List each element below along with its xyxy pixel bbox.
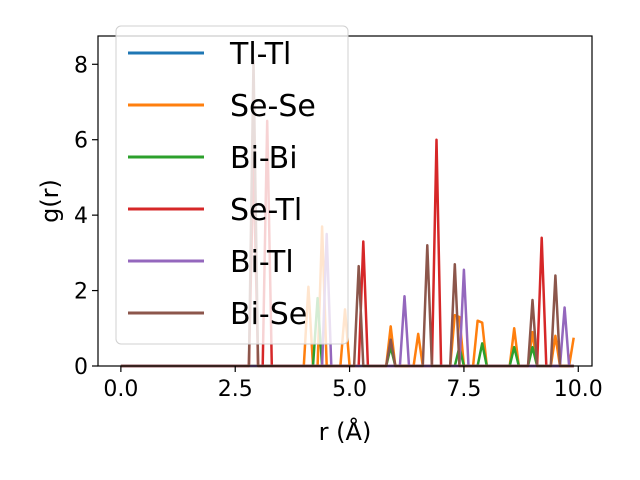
legend-entry-label: Se-Tl [230,193,302,228]
x-tick-label: 10.0 [554,377,603,402]
legend-entry-label: Bi-Tl [230,245,294,280]
y-axis-label: g(r) [36,179,64,223]
legend-entry-label: Bi-Se [230,297,307,332]
x-ticks: 0.0 2.5 5.0 7.5 10.0 [103,366,603,402]
legend-entry-label: Bi-Bi [230,141,298,176]
x-tick-label: 5.0 [332,377,367,402]
x-tick-label: 0.0 [103,377,138,402]
legend-entry-label: Se-Se [230,89,316,124]
y-tick-label: 0 [74,355,88,380]
x-tick-label: 2.5 [218,377,253,402]
y-tick-label: 6 [74,129,88,154]
x-tick-label: 7.5 [446,377,481,402]
legend: Tl-Tl Se-Se Bi-Bi Se-Tl Bi-Tl Bi-Se [115,25,349,345]
legend-entry-label: Tl-Tl [229,37,291,72]
y-tick-label: 2 [74,280,88,305]
y-tick-label: 8 [74,53,88,78]
y-ticks: 0 2 4 6 8 [74,53,98,380]
y-tick-label: 4 [74,204,88,229]
x-axis-label: r (Å) [319,417,372,446]
